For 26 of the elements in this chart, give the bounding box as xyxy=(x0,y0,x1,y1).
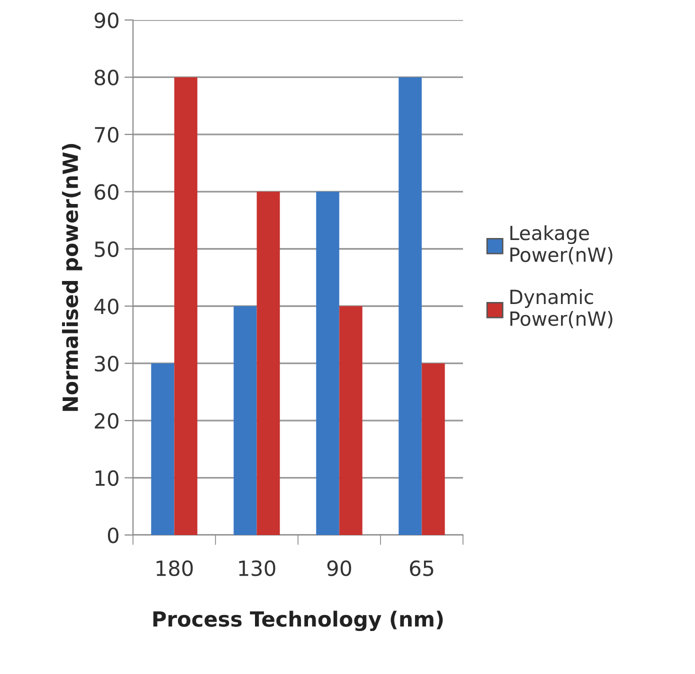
y-tick-label: 20 xyxy=(94,413,118,429)
legend-label: Leakage Power(nW) xyxy=(510,225,612,264)
y-tick-label: 0 xyxy=(108,527,118,544)
bar xyxy=(234,306,257,535)
x-tick-label: 65 xyxy=(410,560,434,576)
y-tick-label: 60 xyxy=(94,184,118,200)
y-tick-label: 40 xyxy=(94,298,118,314)
bar xyxy=(151,363,174,535)
x-axis-title: Process Technology (nm) xyxy=(153,610,443,632)
y-tick-label: 30 xyxy=(94,356,118,372)
y-tick-label: 70 xyxy=(95,126,118,143)
y-tick-label: 10 xyxy=(96,470,118,486)
y-axis-title: Normalised power(nW) xyxy=(62,144,82,411)
y-tick-label: 50 xyxy=(94,241,118,258)
y-tick-label: 90 xyxy=(94,12,118,28)
bar xyxy=(174,77,198,535)
x-tick-label: 180 xyxy=(156,560,193,576)
y-tick-label: 80 xyxy=(94,70,118,86)
bar xyxy=(256,192,280,535)
legend-label: Dynamic Power(nW) xyxy=(510,289,612,328)
bar xyxy=(339,306,362,535)
x-tick-label: 130 xyxy=(239,560,276,576)
x-tick-label: 90 xyxy=(327,560,352,576)
bar xyxy=(398,77,422,535)
bar xyxy=(422,363,445,535)
bar xyxy=(316,192,340,535)
